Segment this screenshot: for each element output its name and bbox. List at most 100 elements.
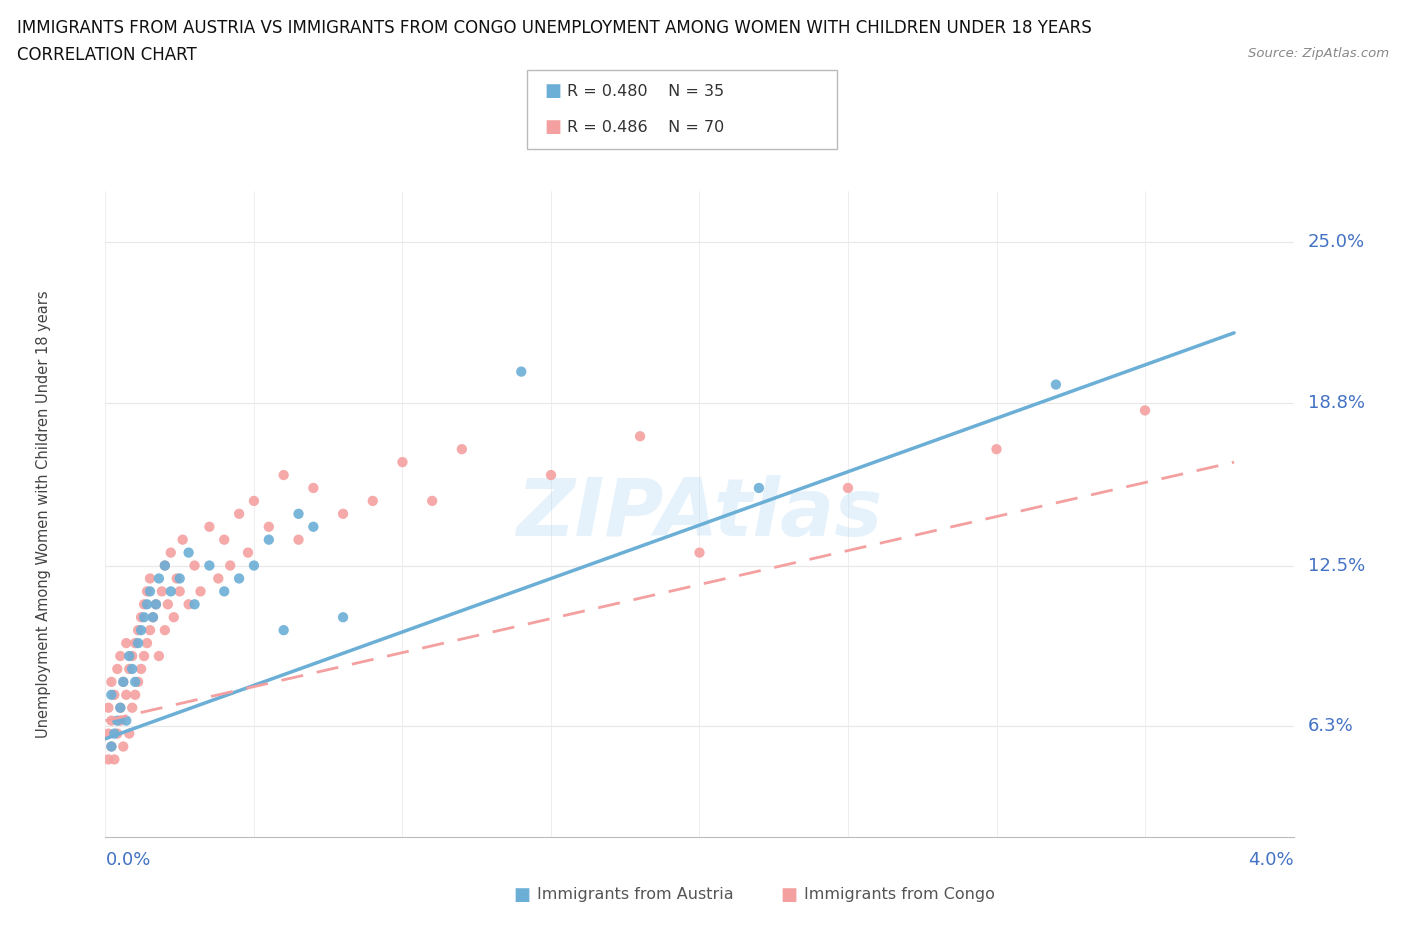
Point [156,597,179,612]
Text: Unemployment Among Women with Children Under 18 years: Unemployment Among Women with Children U… [37,290,51,737]
Text: 6.3%: 6.3% [1308,717,1354,735]
Point [214,532,236,547]
Point [100,713,122,728]
Point [1045,378,1067,392]
Point [172,532,194,547]
Text: IMMIGRANTS FROM AUSTRIA VS IMMIGRANTS FROM CONGO UNEMPLOYMENT AMONG WOMEN WITH C: IMMIGRANTS FROM AUSTRIA VS IMMIGRANTS FR… [17,19,1091,36]
Text: ■: ■ [544,118,561,137]
Point [153,558,176,573]
Point [110,648,132,663]
Text: 25.0%: 25.0% [1308,233,1365,251]
Point [129,661,152,676]
Point [112,739,135,754]
Point [103,687,125,702]
Text: ■: ■ [544,82,561,100]
Point [110,700,132,715]
Point [228,506,250,521]
Point [112,674,135,689]
Point [257,519,280,534]
Point [145,597,167,612]
Point [287,506,309,521]
Point [145,597,167,612]
Point [100,739,122,754]
Point [361,494,384,509]
Point [136,636,159,651]
Point [190,584,212,599]
Point [159,545,181,560]
Point [142,610,165,625]
Point [287,532,309,547]
Point [177,597,200,612]
Point [177,545,200,560]
Text: 4.0%: 4.0% [1249,851,1294,870]
Point [129,623,152,638]
Point [169,571,191,586]
Point [510,365,533,379]
Point [115,713,138,728]
Text: ZIPAtlas: ZIPAtlas [516,475,883,552]
Point [243,494,266,509]
Point [139,584,162,599]
Text: 12.5%: 12.5% [1308,556,1365,575]
Point [332,506,354,521]
Point [302,481,325,496]
Point [207,571,229,586]
Point [628,429,651,444]
Point [127,674,149,689]
Text: ■: ■ [780,885,797,904]
Point [103,752,125,767]
Point [420,494,443,509]
Point [136,584,159,599]
Point [132,597,155,612]
Point [112,674,135,689]
Text: 18.8%: 18.8% [1308,393,1365,412]
Text: Source: ZipAtlas.com: Source: ZipAtlas.com [1249,46,1389,60]
Point [302,519,325,534]
Point [243,558,266,573]
Text: Immigrants from Austria: Immigrants from Austria [537,887,734,902]
Point [139,623,162,638]
Point [837,481,859,496]
Point [115,636,138,651]
Point [97,726,120,741]
Point [124,636,146,651]
Point [148,571,170,586]
Point [136,597,159,612]
Point [118,661,141,676]
Point [273,468,295,483]
Point [153,623,176,638]
Point [228,571,250,586]
Point [219,558,242,573]
Point [169,584,191,599]
Point [153,558,176,573]
Point [450,442,472,457]
Point [124,674,146,689]
Point [127,623,149,638]
Point [121,648,143,663]
Point [198,519,221,534]
Point [183,558,205,573]
Point [166,571,188,586]
Point [689,545,711,560]
Point [110,700,132,715]
Text: ■: ■ [513,885,530,904]
Point [100,739,122,754]
Point [97,752,120,767]
Text: 0.0%: 0.0% [105,851,150,870]
Point [332,610,354,625]
Point [163,610,186,625]
Point [159,584,181,599]
Point [103,726,125,741]
Point [97,700,120,715]
Point [132,648,155,663]
Text: CORRELATION CHART: CORRELATION CHART [17,46,197,64]
Point [115,687,138,702]
Point [105,713,128,728]
Point [148,648,170,663]
Point [132,610,155,625]
Point [118,726,141,741]
Point [214,584,236,599]
Point [273,623,295,638]
Point [118,648,141,663]
Point [127,636,149,651]
